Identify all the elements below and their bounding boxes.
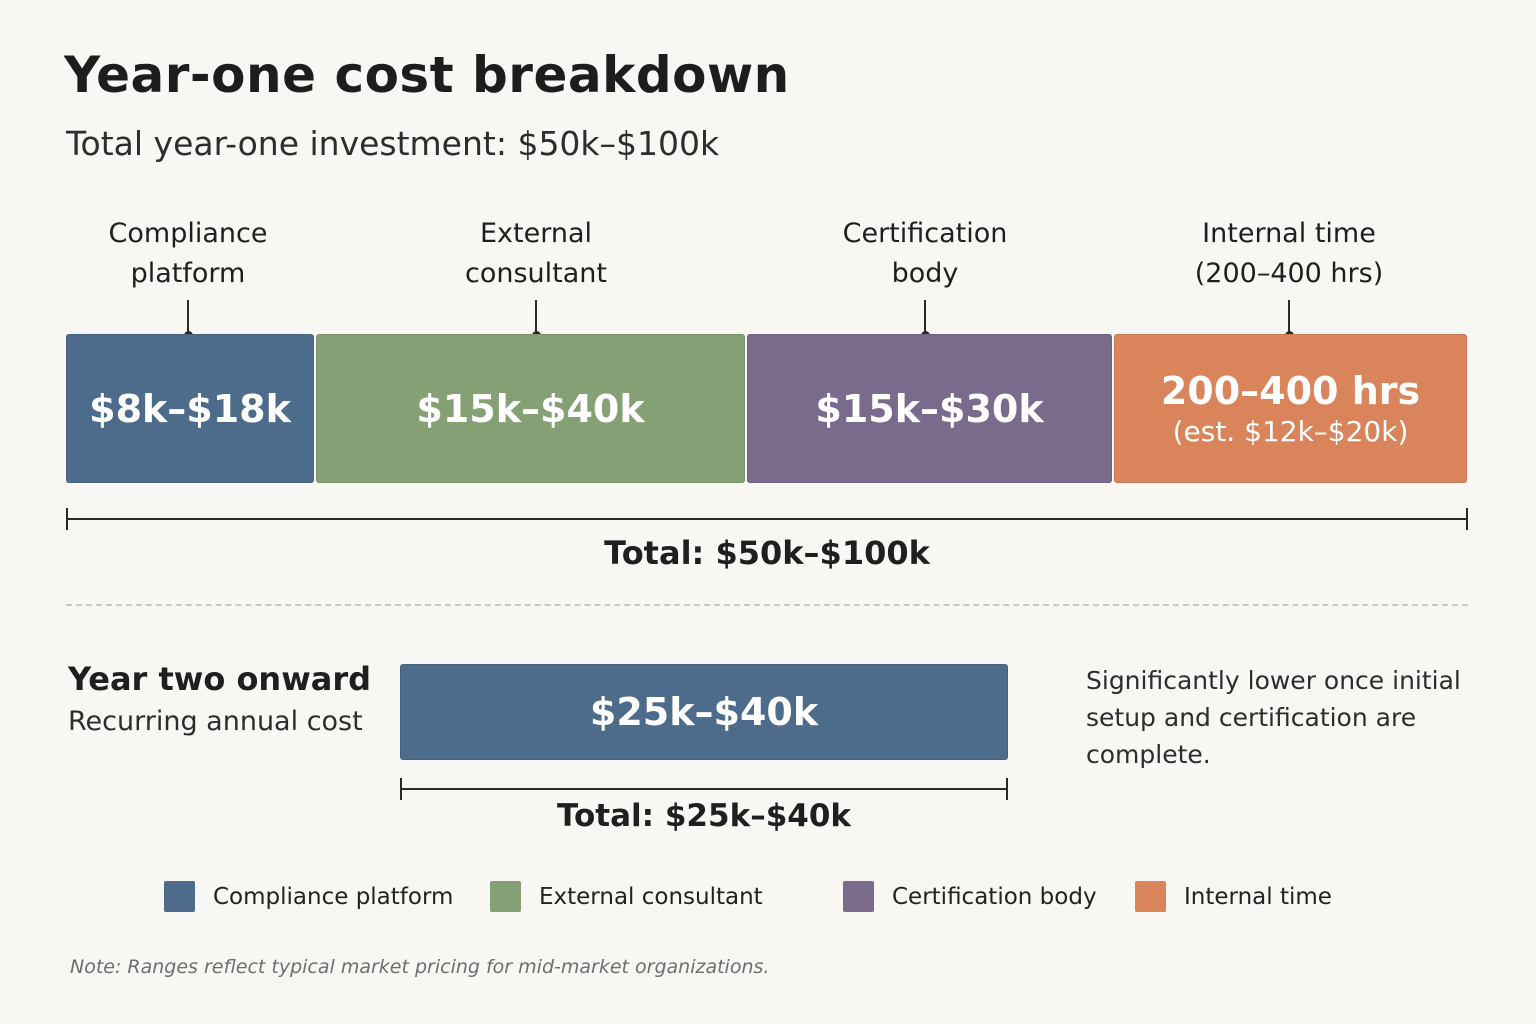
legend-item: Certification body bbox=[843, 881, 1097, 912]
year-two-bar: $25k–$40k bbox=[400, 664, 1008, 760]
year-one-bracket-right bbox=[1466, 508, 1468, 530]
segment-bar-compliance-platform: $8k–$18k bbox=[66, 334, 314, 483]
legend-item: Internal time bbox=[1135, 881, 1332, 912]
legend-swatch bbox=[164, 881, 195, 912]
year-two-heading: Year two onward bbox=[68, 660, 372, 698]
legend-item: Compliance platform bbox=[164, 881, 453, 912]
segment-bar-certification-body: $15k–$30k bbox=[747, 334, 1112, 483]
chart-title: Year-one cost breakdown bbox=[64, 46, 790, 104]
year-two-note: Significantly lower once initial setup a… bbox=[1086, 666, 1461, 769]
segment-label-external-consultant: External consultant bbox=[386, 214, 686, 294]
segment-label-line1: Certification bbox=[842, 218, 1008, 249]
segment-tick bbox=[924, 300, 926, 336]
segment-tick bbox=[1288, 300, 1290, 336]
segment-label-line1: Compliance bbox=[108, 218, 268, 249]
segment-label-internal-time: Internal time (200–400 hrs) bbox=[1139, 214, 1439, 294]
legend-swatch bbox=[1135, 881, 1166, 912]
year-two-total: Total: $25k–$40k bbox=[556, 798, 852, 834]
legend-swatch bbox=[490, 881, 521, 912]
segment-label-line2: body bbox=[891, 258, 959, 289]
year-two-subheading: Recurring annual cost bbox=[68, 706, 363, 737]
segment-tick bbox=[187, 300, 189, 336]
year-two-bracket-line bbox=[400, 788, 1008, 790]
segment-label-line2: consultant bbox=[465, 258, 607, 289]
year-two-bar-value: $25k–$40k bbox=[589, 690, 819, 734]
segment-value: 200–400 hrs bbox=[1160, 369, 1421, 413]
segment-label-line2: (200–400 hrs) bbox=[1194, 258, 1384, 289]
chart-subtitle: Total year-one investment: $50k–$100k bbox=[66, 124, 720, 163]
segment-label-line1: Internal time bbox=[1202, 218, 1376, 249]
year-two-bracket-right bbox=[1006, 778, 1008, 800]
segment-label-line2: platform bbox=[130, 258, 246, 289]
legend-item: External consultant bbox=[490, 881, 763, 912]
segment-label-line1: External bbox=[479, 218, 593, 249]
segment-bar-internal-time: 200–400 hrs (est. $12k–$20k) bbox=[1114, 334, 1467, 483]
segment-bar-external-consultant: $15k–$40k bbox=[316, 334, 745, 483]
legend-swatch bbox=[843, 881, 874, 912]
segment-tick bbox=[535, 300, 537, 336]
legend-label: Compliance platform bbox=[213, 883, 454, 910]
legend-label: External consultant bbox=[539, 883, 763, 910]
segment-label-certification-body: Certification body bbox=[775, 214, 1075, 294]
section-divider bbox=[66, 604, 1468, 606]
year-one-bracket-line bbox=[66, 518, 1468, 520]
segment-value: $15k–$30k bbox=[815, 386, 1044, 431]
segment-subvalue: (est. $12k–$20k) bbox=[1172, 415, 1409, 448]
segment-label-compliance-platform: Compliance platform bbox=[38, 214, 338, 294]
segment-value: $15k–$40k bbox=[416, 386, 645, 431]
year-one-total: Total: $50k–$100k bbox=[604, 534, 930, 572]
legend-label: Internal time bbox=[1184, 883, 1332, 910]
footnote: Note: Ranges reflect typical market pric… bbox=[70, 956, 770, 978]
legend-label: Certification body bbox=[892, 883, 1097, 910]
segment-value: $8k–$18k bbox=[89, 386, 291, 431]
